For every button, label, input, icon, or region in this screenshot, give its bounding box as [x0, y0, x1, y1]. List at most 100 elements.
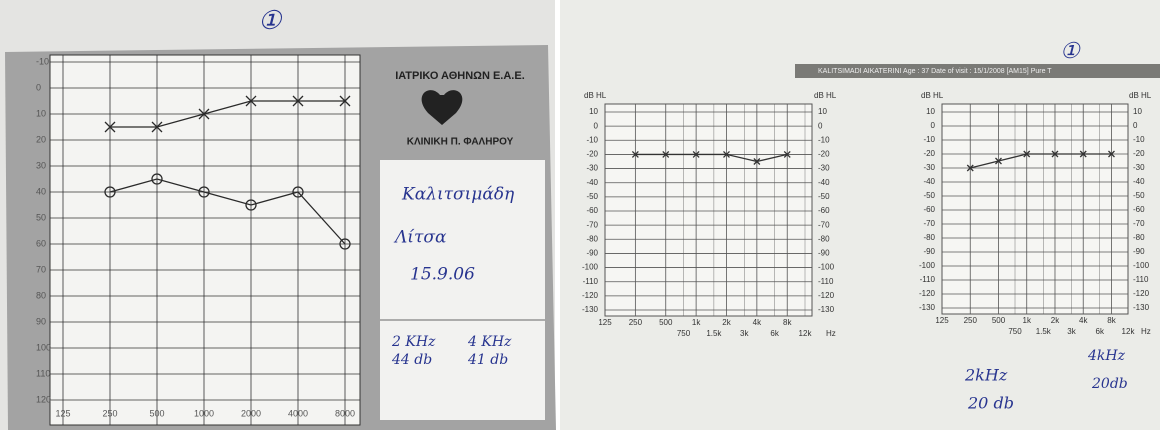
- y-tick-label: -100: [919, 261, 936, 270]
- y-tick-label: -40: [1133, 177, 1145, 186]
- y-axis-title: dB HL: [814, 91, 837, 100]
- x-tick-label: 8k: [783, 318, 792, 327]
- y-tick-label: 50: [36, 212, 46, 222]
- y-tick-label: -100: [1133, 261, 1150, 270]
- y-axis-title: dB HL: [584, 91, 607, 100]
- plot-area: [605, 104, 812, 316]
- photo: ① ΙΑΤΡΙΚΟ ΑΘΗΝΩΝ Ε.Α.Ε. ΚΛΙΝΙΚΗ Π. ΦΑΛΗΡ…: [0, 0, 1160, 430]
- y-tick-label: -60: [923, 205, 935, 214]
- y-tick-label: -120: [919, 289, 936, 298]
- y-tick-label: 10: [1133, 107, 1142, 116]
- x-tick-label: 500: [149, 408, 164, 418]
- y-tick-label: 0: [36, 82, 41, 92]
- x-tick-label: 2k: [722, 318, 731, 327]
- x-tick-label: 750: [677, 329, 691, 338]
- x-tick-label: 500: [992, 316, 1006, 325]
- y-tick-label: -30: [923, 163, 935, 172]
- y-tick-label: -20: [1133, 149, 1145, 158]
- y-tick-label: 90: [36, 316, 46, 326]
- y-tick-label: -120: [582, 291, 599, 300]
- clinic-branch: ΚΛΙΝΙΚΗ Π. ΦΑΛΗΡΟΥ: [407, 137, 514, 148]
- y-tick-label: 20: [36, 134, 46, 144]
- y-tick-label: -110: [583, 277, 599, 286]
- y-tick-label: -50: [923, 191, 935, 200]
- y-tick-label: -50: [1133, 191, 1145, 200]
- x-tick-label: 250: [964, 316, 978, 325]
- note: 41 db: [467, 352, 508, 368]
- y-tick-label: -20: [923, 149, 935, 158]
- y-tick-label: -120: [1133, 289, 1150, 298]
- y-axis-title: dB HL: [921, 91, 944, 100]
- x-axis-title: Hz: [1141, 327, 1151, 336]
- y-tick-label: -40: [586, 178, 598, 187]
- y-tick-label: 0: [1133, 121, 1138, 130]
- y-tick-label: -110: [1133, 275, 1149, 284]
- y-tick-label: 10: [36, 108, 46, 118]
- y-tick-label: -130: [818, 305, 835, 314]
- x-tick-label: 2000: [241, 408, 261, 418]
- x-tick-label: 3k: [1067, 327, 1076, 336]
- y-tick-label: -30: [1133, 163, 1145, 172]
- x-tick-label: 8000: [335, 408, 355, 418]
- visit-date: 15.9.06: [410, 265, 475, 285]
- y-tick-label: -30: [818, 164, 830, 173]
- y-tick-label: 10: [818, 107, 827, 116]
- x-tick-label: 1k: [692, 318, 701, 327]
- y-tick-label: -130: [582, 305, 599, 314]
- x-tick-label: 250: [102, 408, 117, 418]
- y-tick-label: -60: [1133, 205, 1145, 214]
- y-tick-label: -90: [1133, 247, 1145, 256]
- plot-area: [50, 55, 360, 425]
- x-tick-label: 4k: [753, 318, 762, 327]
- y-tick-label: 120: [36, 394, 51, 404]
- y-tick-label: 60: [36, 238, 46, 248]
- y-tick-label: 10: [589, 107, 598, 116]
- y-tick-label: -50: [586, 192, 598, 201]
- x-tick-label: 250: [629, 318, 643, 327]
- y-tick-label: -130: [1133, 303, 1150, 312]
- y-tick-label: 30: [36, 160, 46, 170]
- y-tick-label: -80: [586, 234, 598, 243]
- y-tick-label: 0: [594, 121, 599, 130]
- y-tick-label: -10: [923, 135, 935, 144]
- x-tick-label: 3k: [740, 329, 749, 338]
- y-tick-label: -10: [586, 135, 598, 144]
- x-tick-label: 125: [598, 318, 612, 327]
- note: 44 db: [391, 352, 432, 368]
- page: ① ΙΑΤΡΙΚΟ ΑΘΗΝΩΝ Ε.Α.Ε. ΚΛΙΝΙΚΗ Π. ΦΑΛΗΡ…: [0, 0, 1160, 430]
- x-tick-label: 125: [935, 316, 949, 325]
- page-mark: ①: [258, 6, 283, 36]
- y-tick-label: -40: [818, 178, 830, 187]
- x-tick-label: 4k: [1079, 316, 1088, 325]
- x-tick-label: 8k: [1107, 316, 1116, 325]
- y-tick-label: -70: [586, 220, 598, 229]
- y-tick-label: -60: [818, 206, 830, 215]
- y-tick-label: -30: [586, 164, 598, 173]
- y-tick-label: 70: [36, 264, 46, 274]
- y-tick-label: -10: [818, 135, 830, 144]
- y-tick-label: -70: [1133, 219, 1145, 228]
- y-tick-label: -70: [923, 219, 935, 228]
- y-tick-label: -20: [586, 150, 598, 159]
- x-tick-label: 6k: [1096, 327, 1105, 336]
- y-tick-label: 0: [931, 121, 936, 130]
- y-tick-label: 110: [36, 368, 50, 378]
- note: 20db: [1091, 376, 1128, 392]
- note: 2 KHz: [391, 334, 436, 350]
- x-tick-label: 1.5k: [706, 329, 722, 338]
- x-tick-label: 12k: [799, 329, 813, 338]
- note: 4kHz: [1087, 348, 1126, 364]
- y-tick-label: -40: [923, 177, 935, 186]
- patient-header: KALITSIMADI AIKATERINI Age : 37 Date of …: [818, 68, 1052, 75]
- x-tick-label: 1k: [1023, 316, 1032, 325]
- x-tick-label: 750: [1008, 327, 1022, 336]
- clinic-name: ΙΑΤΡΙΚΟ ΑΘΗΝΩΝ Ε.Α.Ε.: [395, 70, 525, 82]
- note: 20 db: [967, 394, 1014, 413]
- patient-surname: Καλιτσιμάδη: [401, 185, 515, 205]
- y-tick-label: -10: [36, 56, 49, 66]
- y-tick-label: -80: [923, 233, 935, 242]
- y-tick-label: 80: [36, 290, 46, 300]
- x-tick-label: 2k: [1051, 316, 1060, 325]
- y-tick-label: -10: [1133, 135, 1145, 144]
- y-tick-label: -60: [586, 206, 598, 215]
